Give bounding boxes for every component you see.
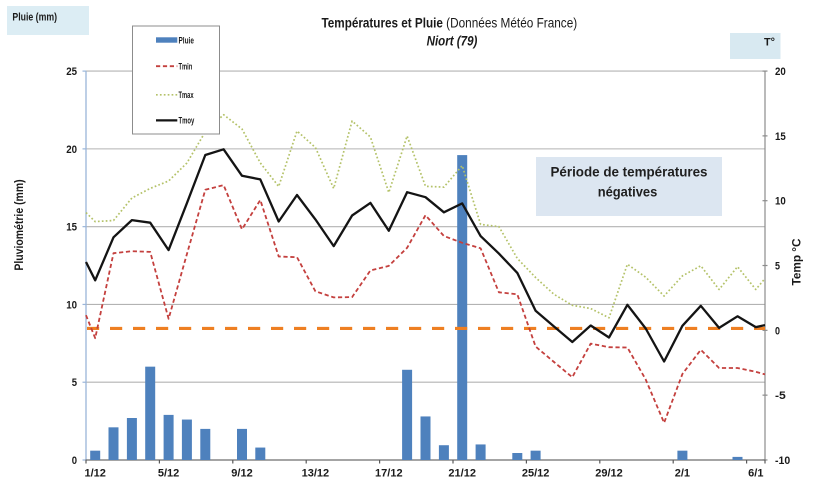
svg-text:1/12: 1/12 — [84, 468, 105, 480]
svg-text:21/12: 21/12 — [448, 468, 476, 480]
svg-text:Période de températures: Période de températures — [551, 164, 708, 180]
svg-text:9/12: 9/12 — [231, 468, 252, 480]
svg-text:6/1: 6/1 — [748, 468, 763, 480]
svg-text:négatives: négatives — [598, 184, 658, 200]
svg-text:15: 15 — [66, 222, 77, 234]
svg-text:5: 5 — [72, 377, 77, 389]
svg-text:Tmoy: Tmoy — [179, 116, 195, 127]
svg-text:Températures et Pluie (Données: Températures et Pluie (Données Météo Fra… — [322, 15, 578, 31]
svg-text:Pluie: Pluie — [179, 35, 194, 46]
svg-text:-5: -5 — [775, 390, 786, 402]
svg-text:Temp °C: Temp °C — [790, 238, 804, 285]
svg-text:15: 15 — [775, 131, 786, 143]
svg-text:T°: T° — [764, 37, 775, 49]
svg-text:Pluviométrie (mm): Pluviométrie (mm) — [12, 179, 26, 270]
svg-text:Pluie (mm): Pluie (mm) — [12, 12, 57, 24]
svg-text:10: 10 — [775, 196, 786, 208]
svg-text:25: 25 — [66, 66, 77, 78]
svg-text:5: 5 — [775, 261, 780, 273]
svg-text:Tmax: Tmax — [179, 90, 195, 101]
svg-text:29/12: 29/12 — [595, 468, 623, 480]
svg-text:10: 10 — [66, 299, 77, 311]
svg-text:Niort (79): Niort (79) — [427, 33, 478, 49]
svg-text:-10: -10 — [775, 455, 790, 467]
svg-text:17/12: 17/12 — [375, 468, 403, 480]
svg-text:5/12: 5/12 — [158, 468, 179, 480]
svg-text:13/12: 13/12 — [302, 468, 330, 480]
svg-text:0: 0 — [775, 325, 780, 337]
svg-text:20: 20 — [775, 66, 786, 78]
svg-text:Tmin: Tmin — [179, 61, 193, 72]
svg-text:25/12: 25/12 — [522, 468, 550, 480]
svg-text:2/1: 2/1 — [675, 468, 690, 480]
svg-text:20: 20 — [66, 144, 77, 156]
svg-text:0: 0 — [72, 455, 77, 467]
